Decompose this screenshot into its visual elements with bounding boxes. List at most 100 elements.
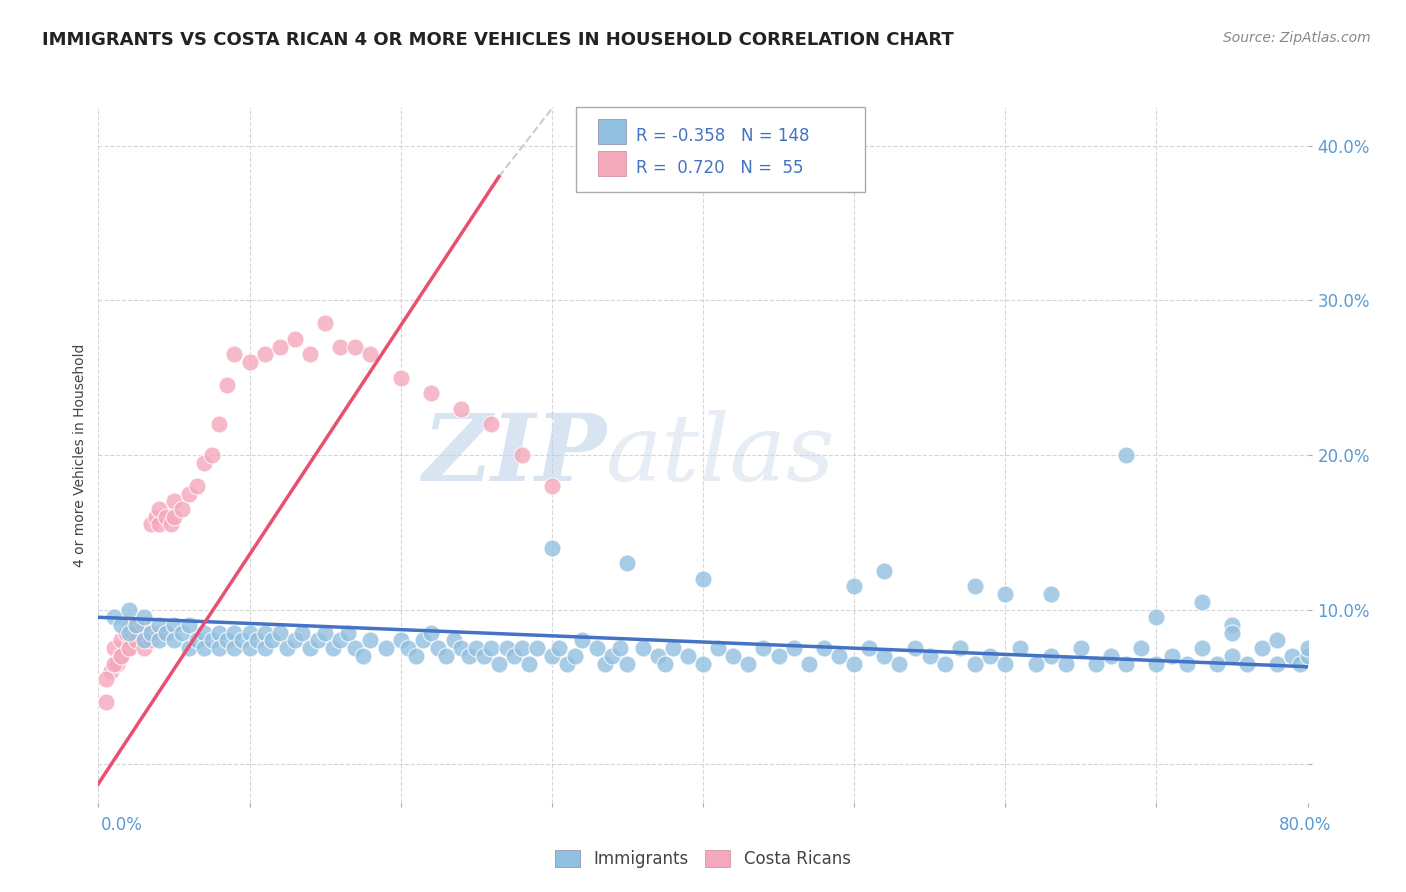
Point xyxy=(215,378,238,392)
Point xyxy=(904,641,927,656)
Point xyxy=(253,625,276,640)
Point xyxy=(239,355,262,369)
Point xyxy=(329,633,352,648)
Point xyxy=(132,641,155,656)
Point xyxy=(186,479,208,493)
Point xyxy=(1099,648,1122,663)
Text: R =  0.720   N =  55: R = 0.720 N = 55 xyxy=(636,159,803,177)
Point xyxy=(94,672,117,686)
Point xyxy=(1175,657,1198,671)
Point xyxy=(1251,641,1274,656)
Point xyxy=(329,340,352,354)
Point xyxy=(721,648,744,663)
Point xyxy=(1265,657,1288,671)
Point xyxy=(284,332,307,346)
Point xyxy=(374,641,396,656)
Text: 0.0%: 0.0% xyxy=(101,816,143,834)
Point xyxy=(526,641,548,656)
Point xyxy=(239,625,262,640)
Point xyxy=(155,625,177,640)
Point xyxy=(1054,657,1077,671)
Point xyxy=(177,641,201,656)
Point xyxy=(654,657,676,671)
Point xyxy=(443,633,465,648)
Point xyxy=(132,633,155,648)
Point xyxy=(540,479,562,493)
Point xyxy=(193,456,215,470)
Point xyxy=(148,633,170,648)
Point xyxy=(949,641,972,656)
Point xyxy=(100,665,122,679)
Point xyxy=(419,386,441,401)
Point xyxy=(389,633,412,648)
Point xyxy=(782,641,804,656)
Point xyxy=(616,556,638,570)
Point xyxy=(631,641,654,656)
Point xyxy=(752,641,775,656)
Point xyxy=(548,641,571,656)
Point xyxy=(1191,595,1213,609)
Point xyxy=(132,633,155,648)
Point xyxy=(661,641,683,656)
Legend: Immigrants, Costa Ricans: Immigrants, Costa Ricans xyxy=(548,843,858,874)
Point xyxy=(145,509,167,524)
Point xyxy=(105,657,128,671)
Point xyxy=(419,625,441,640)
Point xyxy=(118,641,141,656)
Point xyxy=(737,657,759,671)
Point xyxy=(201,448,224,462)
Point xyxy=(231,633,253,648)
Point xyxy=(103,610,125,624)
Point xyxy=(918,648,941,663)
Point xyxy=(692,572,714,586)
Y-axis label: 4 or more Vehicles in Household: 4 or more Vehicles in Household xyxy=(73,343,87,566)
Point xyxy=(114,625,136,640)
Point xyxy=(510,641,533,656)
Point xyxy=(291,625,314,640)
Point xyxy=(1296,648,1319,663)
Point xyxy=(889,657,911,671)
Point xyxy=(307,633,329,648)
Point xyxy=(269,625,291,640)
Point xyxy=(965,579,987,593)
Point xyxy=(1160,648,1182,663)
Point xyxy=(125,618,148,632)
Point xyxy=(481,641,503,656)
Point xyxy=(427,641,450,656)
Point xyxy=(110,633,132,648)
Point xyxy=(571,633,593,648)
Point xyxy=(125,633,148,648)
Point xyxy=(564,648,586,663)
Point xyxy=(253,641,276,656)
Point xyxy=(828,648,851,663)
Point xyxy=(1144,657,1167,671)
Point xyxy=(344,340,367,354)
Point xyxy=(262,633,284,648)
Point xyxy=(1206,657,1229,671)
Point xyxy=(224,641,246,656)
Point xyxy=(707,641,730,656)
Point xyxy=(163,494,186,508)
Point xyxy=(540,541,562,555)
Point xyxy=(1296,641,1319,656)
Point xyxy=(1130,641,1153,656)
Point xyxy=(873,648,896,663)
Point xyxy=(405,648,427,663)
Point xyxy=(239,641,262,656)
Point xyxy=(1115,448,1137,462)
Text: IMMIGRANTS VS COSTA RICAN 4 OR MORE VEHICLES IN HOUSEHOLD CORRELATION CHART: IMMIGRANTS VS COSTA RICAN 4 OR MORE VEHI… xyxy=(42,31,953,49)
Point xyxy=(586,641,609,656)
Point xyxy=(322,641,344,656)
Point xyxy=(844,657,866,671)
Point xyxy=(110,618,132,632)
Point xyxy=(503,648,526,663)
Point xyxy=(129,625,152,640)
Point xyxy=(1220,648,1243,663)
Point xyxy=(253,347,276,361)
Point xyxy=(141,517,163,532)
Point xyxy=(1265,633,1288,648)
Point xyxy=(110,648,132,663)
Point xyxy=(412,633,434,648)
Point xyxy=(676,648,699,663)
Point xyxy=(118,625,141,640)
